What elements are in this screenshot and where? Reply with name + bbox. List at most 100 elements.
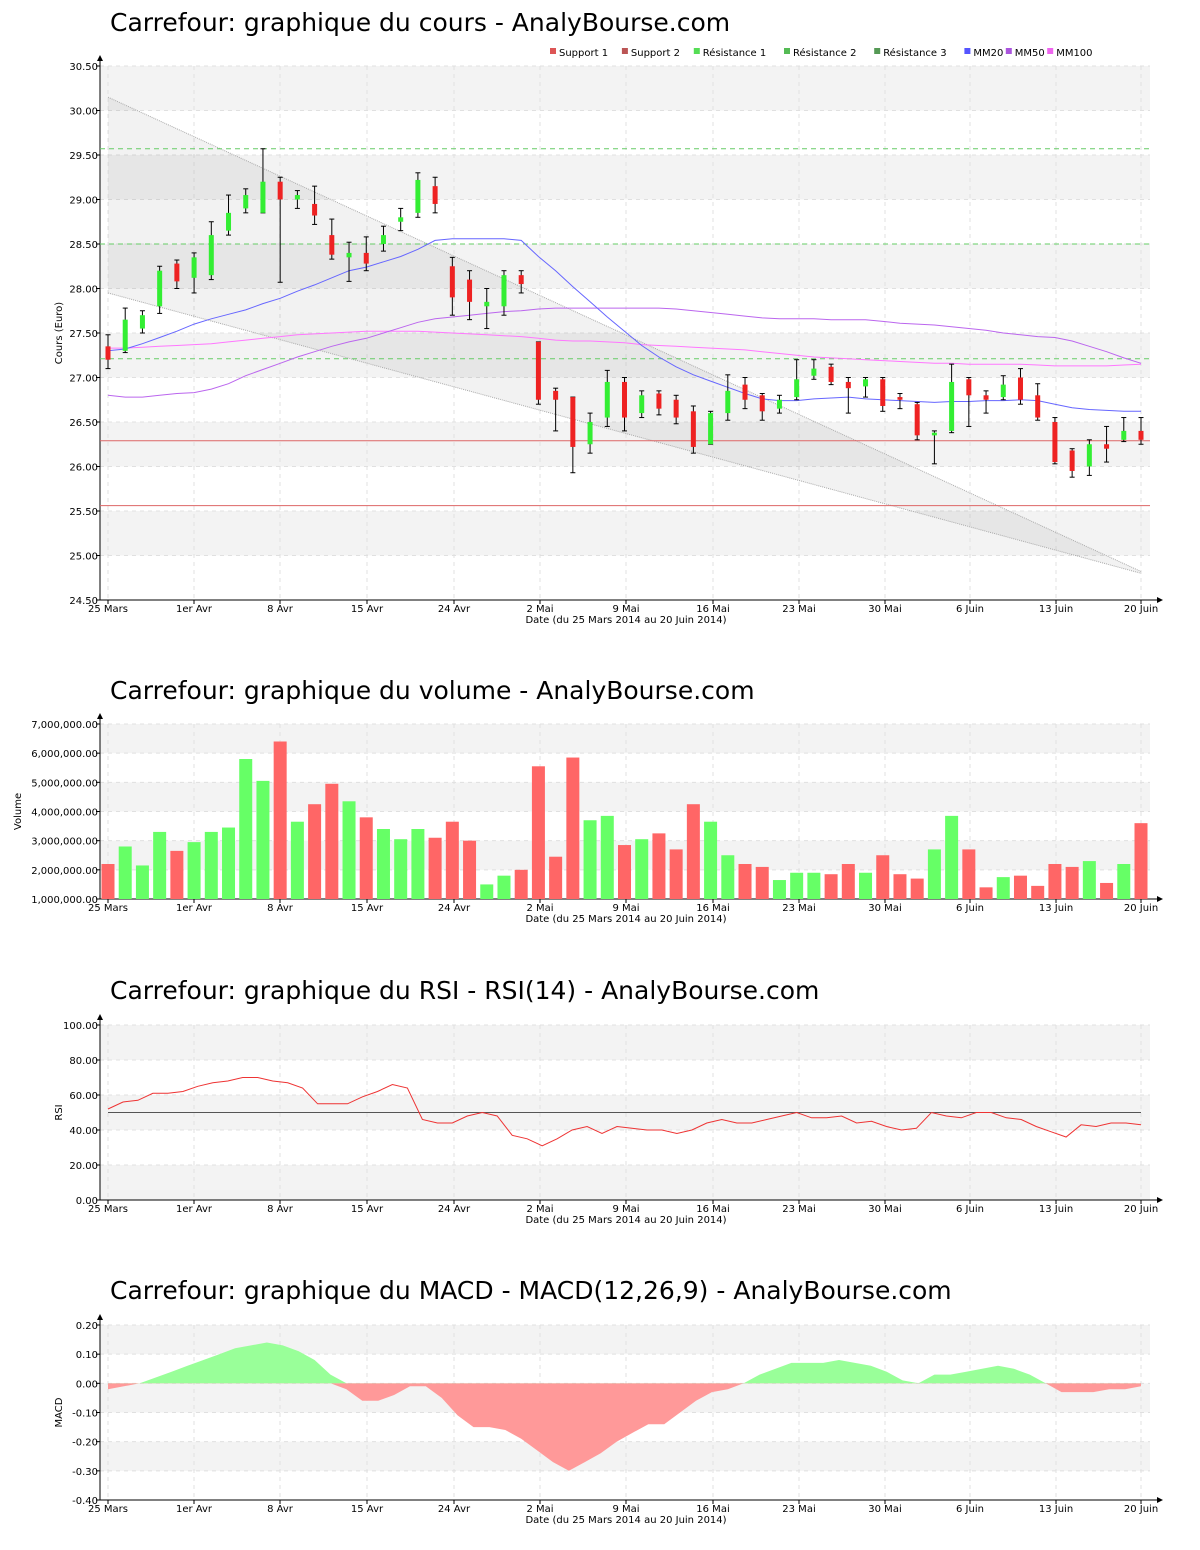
macd-xtick-label: 6 Juin bbox=[956, 1504, 984, 1515]
legend-label: Résistance 3 bbox=[883, 47, 946, 59]
trend-channel-upper bbox=[107, 96, 1142, 572]
volume-xtick-label: 16 Mai bbox=[696, 903, 729, 914]
volume-bar bbox=[721, 855, 735, 899]
volume-bar bbox=[1134, 823, 1148, 899]
candle-body bbox=[708, 413, 714, 445]
candle-body bbox=[294, 195, 300, 200]
candle bbox=[742, 377, 748, 410]
candle bbox=[604, 369, 610, 427]
volume-bar bbox=[376, 829, 390, 899]
candle bbox=[226, 194, 232, 236]
candle-body bbox=[535, 341, 541, 400]
candle-body bbox=[553, 390, 559, 400]
candle bbox=[776, 394, 782, 414]
macd-chart-block: Carrefour: graphique du MACD - MACD(12,2… bbox=[0, 1268, 1200, 1548]
candle-body bbox=[1017, 377, 1023, 400]
volume-bar bbox=[1031, 885, 1045, 899]
candle bbox=[139, 310, 145, 334]
macd-ytick-label: -0.40 bbox=[72, 1496, 98, 1507]
volume-ytick-label: 2,000,000.00 bbox=[31, 866, 98, 877]
candle-body bbox=[604, 381, 610, 418]
macd-xtick-label: 23 Mai bbox=[782, 1504, 815, 1515]
candle bbox=[880, 377, 886, 412]
candle-body bbox=[690, 411, 696, 447]
candle-body bbox=[380, 235, 386, 244]
volume-bar bbox=[222, 827, 236, 899]
price-ytick-label: 30.00 bbox=[69, 107, 98, 118]
candle-body bbox=[1000, 384, 1006, 398]
volume-bar bbox=[497, 875, 511, 899]
rsi-xtick-label: 30 Mai bbox=[868, 1204, 901, 1215]
price-band bbox=[100, 511, 1150, 556]
candle bbox=[1017, 368, 1023, 405]
candle bbox=[708, 410, 714, 445]
legend-entry: MM50 bbox=[1005, 48, 1045, 59]
macd-xtick-label: 20 Juin bbox=[1124, 1504, 1158, 1515]
price-ytick-label: 26.00 bbox=[69, 463, 98, 474]
macd-ytick-label: 0.10 bbox=[76, 1350, 98, 1361]
rsi-ytick-label: 100.00 bbox=[63, 1021, 98, 1032]
macd-ytick-label: -0.30 bbox=[72, 1467, 98, 1478]
volume-bar bbox=[239, 759, 253, 899]
rsi-xtick-label: 2 Mai bbox=[526, 1204, 553, 1215]
macd-ytick-label: 0.20 bbox=[76, 1321, 98, 1332]
volume-bar bbox=[342, 801, 356, 899]
candle bbox=[690, 405, 696, 454]
candle bbox=[828, 363, 834, 386]
price-xtick-label: 9 Mai bbox=[612, 604, 639, 615]
macd-ytick-label: -0.10 bbox=[72, 1409, 98, 1420]
macd-xtick-label: 13 Juin bbox=[1039, 1504, 1073, 1515]
macd-xtick-label: 8 Avr bbox=[267, 1504, 294, 1515]
price-ytick-label: 29.50 bbox=[69, 151, 98, 162]
candle-body bbox=[122, 319, 128, 351]
price-xtick-label: 8 Avr bbox=[267, 604, 294, 615]
candle bbox=[1035, 383, 1041, 421]
candle bbox=[656, 390, 662, 416]
volume-xtick-label: 1er Avr bbox=[176, 903, 213, 914]
candle-body bbox=[811, 368, 817, 376]
legend-label: MM100 bbox=[1056, 48, 1092, 59]
price-ytick-label: 25.00 bbox=[69, 552, 98, 563]
candle-body bbox=[208, 235, 214, 276]
macd-ytick-label: -0.20 bbox=[72, 1438, 98, 1449]
candle bbox=[983, 390, 989, 414]
volume-bar bbox=[428, 837, 442, 899]
candle bbox=[587, 412, 593, 454]
price-ytick-label: 24.50 bbox=[69, 596, 98, 607]
macd-ytick-label: 0.00 bbox=[76, 1379, 98, 1390]
candle-body bbox=[1052, 422, 1058, 463]
candle-body bbox=[432, 186, 438, 204]
candle bbox=[622, 377, 627, 432]
candle bbox=[208, 221, 214, 281]
volume-bar bbox=[118, 846, 132, 899]
rsi-xtick-label: 24 Avr bbox=[438, 1204, 471, 1215]
price-xtick-label: 1er Avr bbox=[176, 604, 213, 615]
candle bbox=[966, 377, 972, 427]
candle-body bbox=[449, 266, 455, 298]
candle-body bbox=[742, 384, 748, 400]
volume-bar bbox=[1082, 861, 1096, 899]
volume-chart-block: Carrefour: graphique du volume - AnalyBo… bbox=[0, 668, 1200, 938]
volume-ytick-label: 4,000,000.00 bbox=[31, 808, 98, 819]
rsi-line bbox=[107, 1077, 1142, 1147]
legend-swatch bbox=[1005, 48, 1012, 54]
legend-swatch bbox=[874, 48, 881, 54]
volume-bar bbox=[359, 817, 373, 899]
volume-bar bbox=[824, 874, 838, 899]
candle-body bbox=[1086, 444, 1092, 467]
volume-y-axis-label: Volume bbox=[13, 793, 24, 830]
volume-bar bbox=[618, 845, 631, 899]
volume-bar bbox=[273, 741, 287, 899]
volume-chart: 7,000,000.00 6,000,000.00 5,000,000.00 4,00… bbox=[13, 713, 1163, 925]
rsi-ytick-label: 80.00 bbox=[69, 1056, 98, 1067]
candle bbox=[380, 225, 386, 252]
candle bbox=[1138, 417, 1144, 445]
volume-bar bbox=[256, 780, 270, 899]
macd-chart-title: Carrefour: graphique du MACD - MACD(12,2… bbox=[110, 1276, 952, 1305]
macd-x-axis-label: Date (du 25 Mars 2014 au 20 Juin 2014) bbox=[525, 1515, 726, 1526]
rsi-y-axis-arrow bbox=[97, 1014, 103, 1020]
candle bbox=[174, 259, 180, 289]
volume-bar bbox=[549, 856, 563, 899]
candle bbox=[1121, 417, 1127, 443]
